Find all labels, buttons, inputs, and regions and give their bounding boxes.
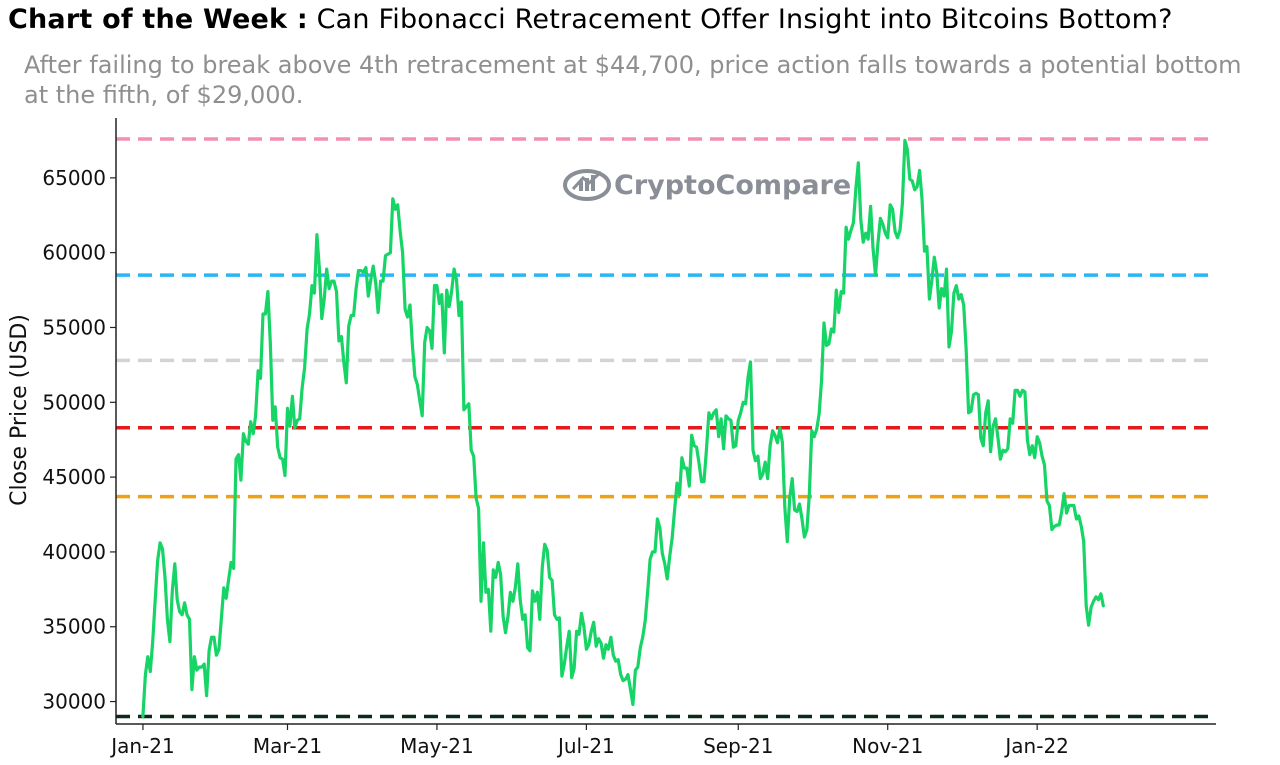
watermark-compare: Compare (716, 170, 852, 201)
series-line-1 (141, 138, 1105, 719)
cryptocompare-logo-icon (563, 169, 611, 201)
watermark: CryptoCompare (563, 169, 851, 201)
chart-title: Chart of the Week : Can Fibonacci Retrac… (8, 4, 1173, 35)
x-tick-label: May-21 (400, 734, 474, 758)
y-tick-label: 40000 (42, 540, 106, 564)
x-tick-label: Nov-21 (852, 734, 923, 758)
y-tick-label: 65000 (42, 166, 106, 190)
watermark-text: CryptoCompare (614, 170, 851, 201)
chart-title-text: Can Fibonacci Retracement Offer Insight … (316, 4, 1173, 35)
y-tick-label: 50000 (42, 390, 106, 414)
x-tick-label: Jan-22 (1003, 734, 1069, 758)
x-tick-label: Sep-21 (703, 734, 773, 758)
watermark-crypto: Crypto (614, 170, 716, 201)
y-tick-label: 45000 (42, 465, 106, 489)
chart-subtitle: After failing to break above 4th retrace… (24, 51, 1242, 109)
y-tick-label: 30000 (42, 690, 106, 714)
x-tick-label: Jan-21 (109, 734, 175, 758)
series-layer (141, 138, 1105, 719)
x-tick-label: Jul-21 (556, 734, 615, 758)
y-tick-label: 60000 (42, 241, 106, 265)
x-tick-label: Mar-21 (253, 734, 322, 758)
fib-levels (116, 137, 1216, 719)
axes: 30000 35000 40000 45000 50000 55000 60000 65000… (42, 118, 1216, 758)
y-tick-label: 55000 (42, 315, 106, 339)
y-axis-title: Close Price (USD) (7, 314, 32, 506)
chart-title-prefix: Chart of the Week : (8, 4, 308, 35)
y-tick-label: 35000 (42, 615, 106, 639)
